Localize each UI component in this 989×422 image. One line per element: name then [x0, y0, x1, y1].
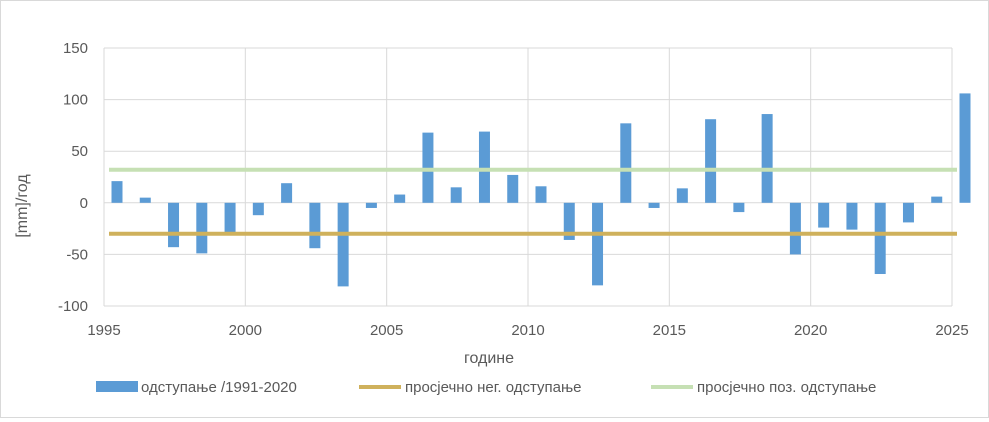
bar-2014 — [648, 202, 660, 208]
bar-1997 — [168, 202, 180, 248]
bar-2016 — [705, 119, 717, 203]
x-tick-label: 2010 — [511, 322, 544, 339]
legend-label-deviation: одступање /1991-2020 — [141, 379, 297, 396]
bar-2003 — [337, 202, 349, 287]
bar-2018 — [761, 114, 773, 203]
bar-2007 — [450, 187, 462, 203]
y-tick-label: -50 — [66, 246, 88, 263]
gridlines — [103, 47, 953, 307]
bar-2008 — [478, 131, 490, 203]
bar-2021 — [846, 202, 858, 230]
bar-2011 — [563, 202, 575, 240]
bar-1999 — [224, 202, 236, 235]
x-tick-label: 2000 — [229, 322, 262, 339]
bar-2005 — [394, 194, 406, 203]
y-tick-label: 50 — [71, 143, 88, 160]
y-tick-label: 0 — [80, 195, 88, 212]
y-tick-label: 100 — [63, 92, 88, 109]
bar-2004 — [365, 202, 377, 208]
average-lines — [109, 167, 957, 236]
legend: одступање /1991-2020 просјечно нег. одст… — [96, 379, 876, 396]
bar-2024 — [931, 196, 943, 203]
y-tick-label: 150 — [63, 40, 88, 57]
bar-2002 — [309, 202, 321, 249]
y-tick-labels: 150 100 50 0 -50 -100 — [58, 40, 88, 315]
bar-2019 — [789, 202, 801, 255]
bar-1998 — [196, 202, 208, 254]
bar-2000 — [252, 202, 264, 216]
bar-2017 — [733, 202, 745, 213]
x-tick-label: 2005 — [370, 322, 403, 339]
bar-1996 — [139, 197, 151, 203]
bar-2001 — [281, 183, 293, 203]
y-axis-title: [mm]/год — [14, 174, 31, 238]
x-axis-title: године — [464, 350, 514, 367]
bar-1995 — [111, 181, 123, 203]
x-tick-label: 1995 — [87, 322, 120, 339]
legend-label-neg-average: просјечно нег. одступање — [405, 379, 582, 396]
x-tick-label: 2025 — [935, 322, 968, 339]
bar-2013 — [620, 123, 632, 203]
bar-2009 — [507, 174, 519, 203]
bar-2020 — [818, 202, 830, 228]
bar-2025 — [959, 93, 971, 203]
x-tick-labels: 1995 2000 2005 2010 2015 2020 2025 — [87, 322, 968, 339]
bar-2015 — [676, 188, 688, 203]
bar-2010 — [535, 186, 547, 203]
legend-swatch-deviation — [96, 381, 138, 392]
bar-2012 — [592, 202, 604, 286]
x-tick-label: 2020 — [794, 322, 827, 339]
bar-2006 — [422, 132, 434, 203]
bar-series — [111, 93, 971, 287]
y-tick-label: -100 — [58, 298, 88, 315]
x-tick-label: 2015 — [653, 322, 686, 339]
legend-label-pos-average: просјечно поз. одступање — [697, 379, 876, 396]
bar-2022 — [874, 202, 886, 275]
bar-2023 — [902, 202, 914, 223]
